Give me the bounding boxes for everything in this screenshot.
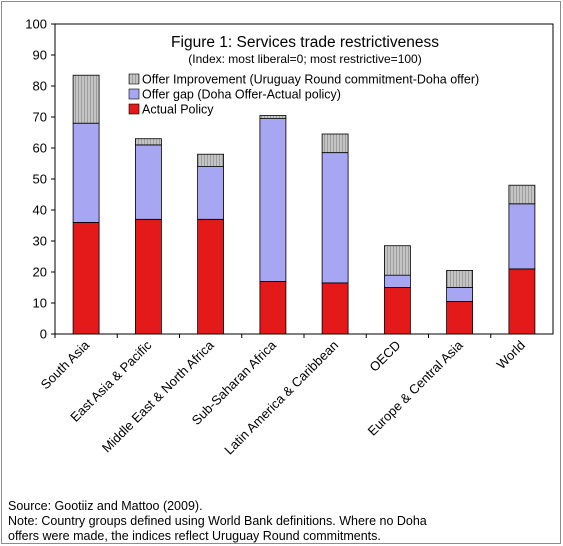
legend-label-actual-policy: Actual Policy xyxy=(142,103,214,117)
bar-offer-gap xyxy=(383,274,411,288)
bar-actual-policy xyxy=(134,218,162,335)
bar-actual-policy xyxy=(321,282,349,335)
note-line-1: Note: Country groups defined using World… xyxy=(8,514,427,528)
legend-swatch-offer-improvement xyxy=(128,73,140,85)
y-tick-label: 80 xyxy=(33,79,47,94)
source-text: Source: Gootiiz and Mattoo (2009). xyxy=(8,499,203,513)
legend-label-offer-improvement: Offer Improvement (Uruguay Round commitm… xyxy=(142,73,479,87)
bar-offer-gap xyxy=(446,287,474,302)
legend-swatch-actual-policy xyxy=(128,103,140,115)
y-tick-label: 0 xyxy=(40,327,47,342)
bar-actual-policy xyxy=(197,218,225,335)
y-tick-label: 30 xyxy=(33,234,47,249)
bar-offer-improvement xyxy=(197,153,225,167)
y-tick-label: 60 xyxy=(33,141,47,156)
bar-offer-improvement xyxy=(259,115,287,119)
x-tick-label: Middle East & North Africa xyxy=(99,337,217,455)
y-tick-label: 20 xyxy=(33,265,47,280)
x-tick-label: OECD xyxy=(366,338,403,375)
y-tick-label: 100 xyxy=(25,17,47,32)
bar-offer-improvement xyxy=(383,245,411,276)
y-tick-label: 70 xyxy=(33,110,47,125)
y-axis: 0 10 20 30 40 50 60 70 80 90 100 xyxy=(25,17,55,342)
y-tick-label: 50 xyxy=(33,172,47,187)
note-line-2: offers were made, the indices reflect Ur… xyxy=(8,529,381,543)
bar-actual-policy xyxy=(383,287,411,335)
legend-swatch-offer-gap xyxy=(128,88,140,100)
x-tick-label: South Asia xyxy=(38,337,93,392)
bar-offer-gap xyxy=(197,166,225,220)
bar-actual-policy xyxy=(259,280,287,335)
bar-actual-policy xyxy=(508,268,536,335)
bar-offer-improvement xyxy=(508,184,536,205)
bar-offer-improvement xyxy=(72,74,100,124)
chart-title: Figure 1: Services trade restrictiveness xyxy=(171,34,439,51)
bar-offer-gap xyxy=(321,152,349,284)
bar-actual-policy xyxy=(72,221,100,335)
x-tick-label: World xyxy=(494,338,528,372)
bar-offer-gap xyxy=(134,144,162,220)
y-tick-label: 10 xyxy=(33,296,47,311)
plot-area xyxy=(54,23,554,335)
y-tick-label: 40 xyxy=(33,203,47,218)
bar-offer-improvement xyxy=(446,269,474,288)
bar-actual-policy xyxy=(446,300,474,335)
y-tick-label: 90 xyxy=(33,48,47,63)
bar-offer-gap xyxy=(508,203,536,270)
bar-offer-gap xyxy=(259,118,287,282)
bar-offer-improvement xyxy=(134,138,162,146)
x-tick-label: Latin America & Caribbean xyxy=(221,338,341,458)
legend-label-offer-gap: Offer gap (Doha Offer-Actual policy) xyxy=(142,88,341,102)
bars xyxy=(72,74,536,335)
legend: Offer Improvement (Uruguay Round commitm… xyxy=(128,73,479,117)
bar-offer-gap xyxy=(72,122,100,223)
bar-offer-improvement xyxy=(321,133,349,154)
chart-subtitle: (Index: most liberal=0; most restrictive… xyxy=(188,52,421,66)
